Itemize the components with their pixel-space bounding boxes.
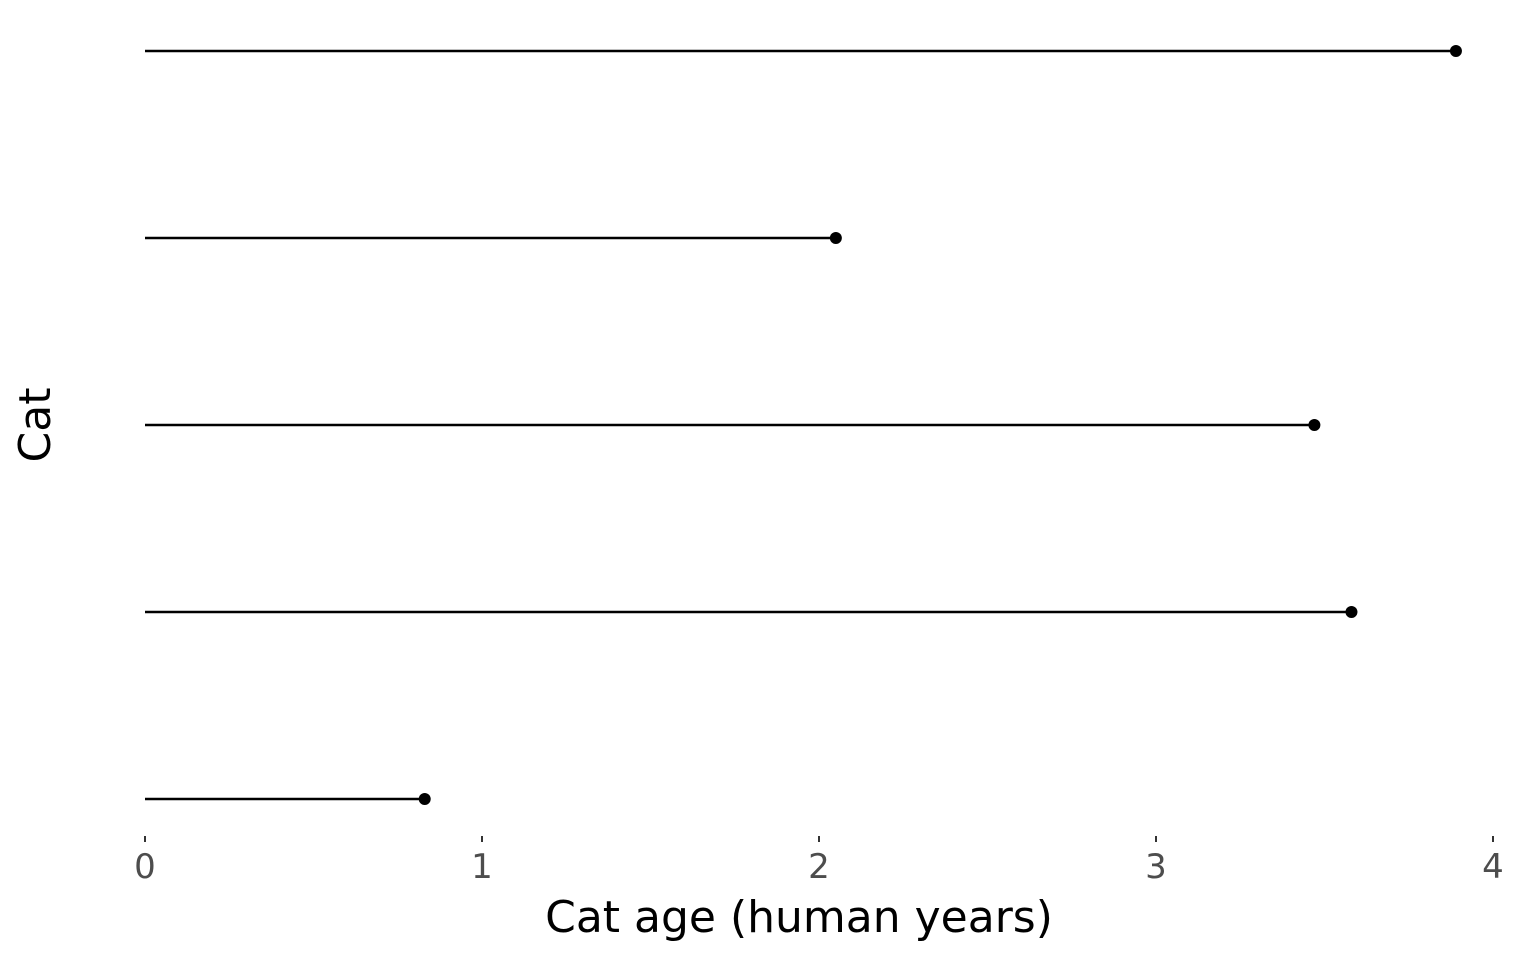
lollipop-point-3 (1308, 419, 1321, 431)
x-axis: 0 1 2 3 4 (134, 836, 1504, 887)
y-axis-title: Cat (10, 388, 61, 463)
lollipop-point-2 (829, 232, 842, 244)
lollipop-point-1 (1449, 45, 1462, 57)
x-tick-label-3: 3 (1145, 847, 1167, 887)
x-tick-label-1: 1 (471, 847, 493, 887)
x-tick-label-4: 4 (1482, 847, 1504, 887)
x-axis-title: Cat age (human years) (545, 892, 1053, 943)
lollipop-point-4 (1345, 606, 1358, 618)
x-tick-label-0: 0 (134, 847, 156, 887)
x-tick-label-2: 2 (808, 847, 830, 887)
lollipop-point-5 (418, 793, 431, 805)
plot-area (145, 45, 1462, 805)
